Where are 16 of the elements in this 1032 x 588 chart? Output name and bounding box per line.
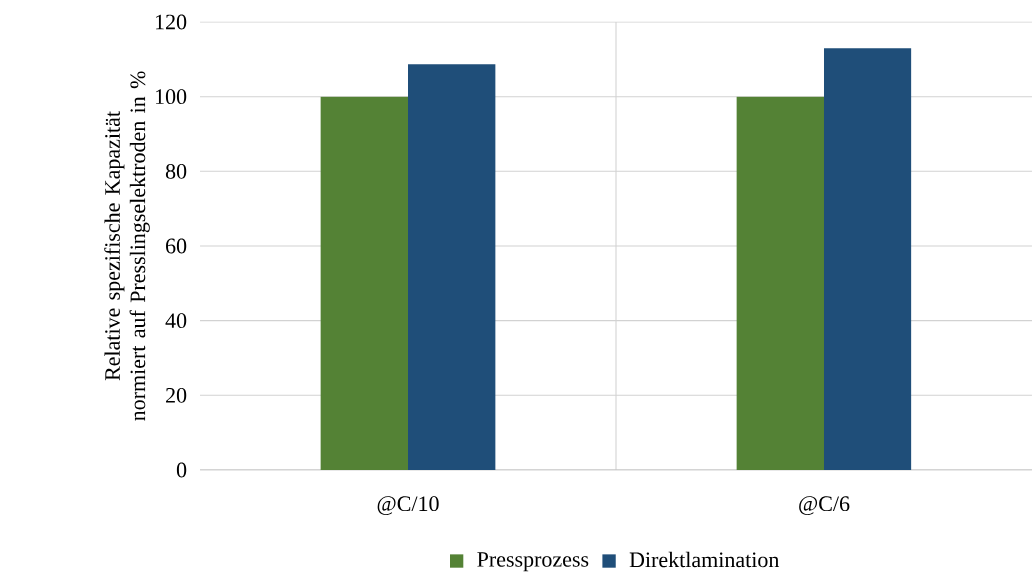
y-tick-label: 80: [165, 163, 187, 179]
y-tick-label: 120: [156, 14, 187, 30]
legend-label: Pressprozess: [477, 552, 589, 572]
y-tick-label: 0: [176, 462, 187, 478]
y-tick-label: 20: [166, 387, 187, 403]
y-tick-label: 40: [165, 313, 187, 329]
y-tick-label: 60: [166, 238, 187, 254]
legend-label: Direktlamination: [629, 551, 780, 568]
bar: [320, 96, 408, 470]
y-tick-label: 100: [156, 89, 187, 105]
y-axis-title: Relative spezifische Kapazität normiert auf Presslingselektroden in %: [104, 71, 150, 421]
bar: [736, 96, 824, 470]
bar: [408, 64, 496, 470]
x-tick-label: @C/10: [377, 496, 439, 516]
x-tick-label: @C/6: [799, 496, 850, 516]
bar: [824, 48, 912, 470]
